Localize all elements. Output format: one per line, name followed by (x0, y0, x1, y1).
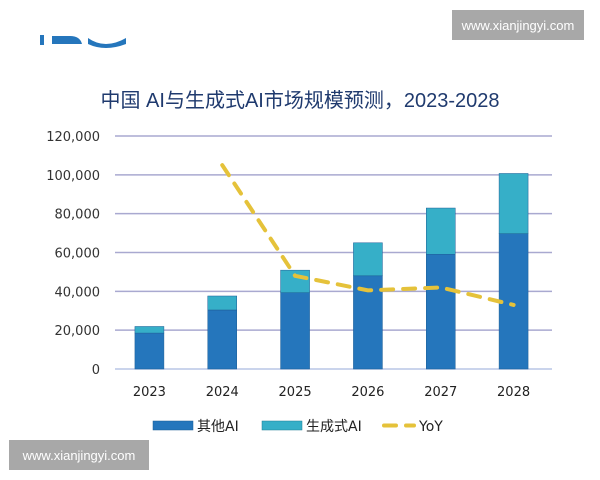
bar-other-ai (498, 233, 529, 370)
chart-title: 中国 AI与生成式AI市场规模预测，2023-2028 (101, 89, 500, 112)
x-tick-label: 2027 (424, 385, 457, 400)
bar-generative-ai (207, 295, 237, 311)
y-tick-label: 20,000 (55, 324, 101, 339)
y-tick-label: 100,000 (46, 169, 100, 184)
legend-label-other-ai: 其他AI (197, 419, 239, 435)
logo-fragment (40, 35, 126, 48)
bar-other-ai (134, 332, 165, 370)
bar-generative-ai (353, 242, 383, 277)
bar-generative-ai (498, 173, 529, 234)
watermark-bottom: www.xianjingyi.com (9, 440, 149, 470)
legend-label-generative-ai: 生成式AI (306, 419, 362, 435)
x-tick-label: 2025 (279, 385, 312, 400)
bar-generative-ai (134, 326, 165, 334)
y-tick-label: 120,000 (46, 130, 100, 145)
yoy-line (220, 163, 516, 307)
x-tick-label: 2026 (351, 385, 384, 400)
y-tick-label: 40,000 (55, 285, 101, 300)
x-tick-label: 2028 (497, 385, 530, 400)
bar-other-ai (280, 292, 310, 370)
legend-swatch-generative-ai (261, 420, 303, 431)
bar-generative-ai (426, 207, 456, 255)
y-tick-label: 0 (92, 363, 100, 378)
y-tick-label: 60,000 (55, 247, 101, 262)
x-tick-label: 2023 (133, 385, 166, 400)
legend-swatch-other-ai (152, 420, 194, 431)
bar-other-ai (207, 309, 237, 370)
bar-other-ai (426, 253, 456, 370)
watermark-top: www.xianjingyi.com (452, 10, 584, 40)
x-tick-label: 2024 (206, 385, 239, 400)
legend-label-yoy: YoY (418, 419, 443, 435)
y-tick-label: 80,000 (55, 208, 101, 223)
